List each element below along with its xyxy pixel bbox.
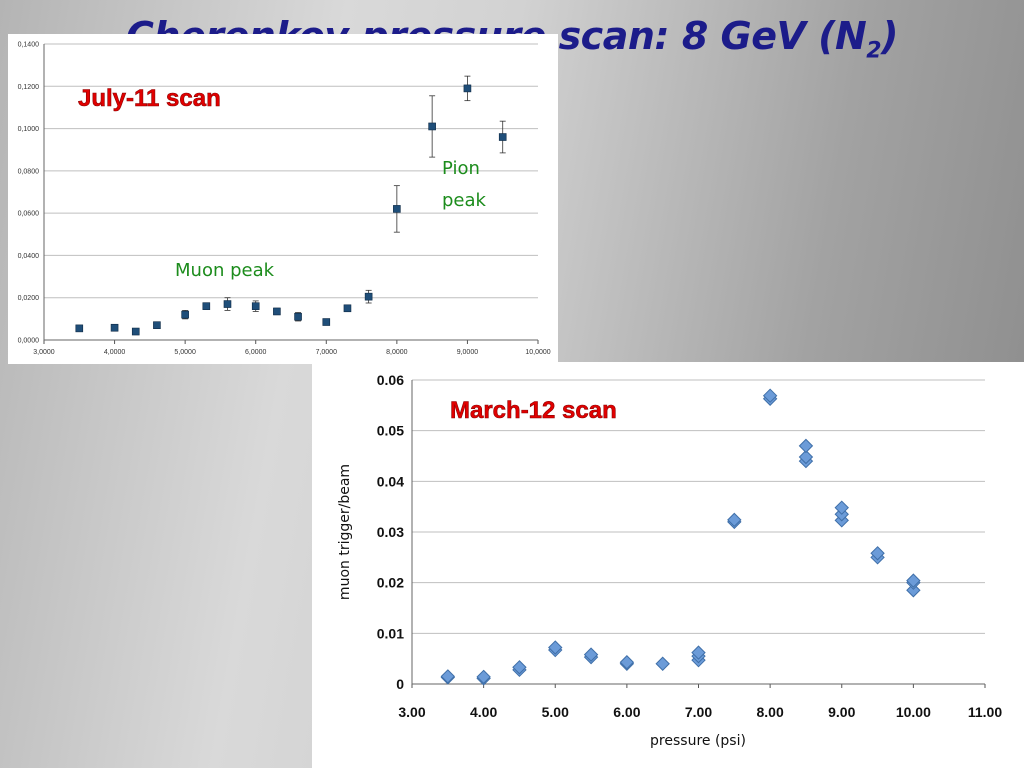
m-x-tick-label: 9.00 — [828, 704, 855, 720]
slide-title-end: ) — [881, 14, 898, 58]
j-data-point — [273, 307, 281, 316]
m-data-point — [798, 449, 814, 465]
march-data-points — [440, 388, 921, 686]
march-x-axis-label: pressure (psi) — [650, 733, 746, 749]
j-x-tick-label: 6,0000 — [245, 349, 267, 356]
july-data-points — [75, 75, 507, 336]
j-data-point — [463, 84, 472, 93]
march-scan-label: March-12 scan — [450, 397, 617, 424]
m-y-tick-label: 0 — [396, 676, 404, 692]
m-data-point — [870, 546, 885, 561]
j-data-point — [251, 302, 260, 310]
j-y-tick-label: 0,1200 — [18, 84, 40, 91]
m-data-point — [548, 640, 563, 655]
m-data-point — [762, 388, 778, 403]
m-data-point — [727, 512, 742, 528]
j-y-tick-label: 0,0400 — [18, 253, 40, 260]
m-data-point — [619, 655, 635, 670]
m-x-tick-label: 5.00 — [542, 704, 569, 720]
j-data-point — [343, 304, 352, 313]
m-x-tick-label: 10.00 — [896, 704, 931, 720]
m-data-point — [834, 500, 849, 515]
j-y-tick-label: 0,0600 — [18, 211, 40, 218]
july-grid — [44, 43, 538, 341]
j-data-point — [153, 321, 161, 330]
j-x-tick-label: 7,0000 — [316, 349, 338, 356]
july-scan-chart: 0,0000 0,0200 0,0400 0,0600 0,0800 0,1000 0,12… — [18, 42, 551, 357]
j-data-point — [294, 312, 302, 321]
j-data-point — [181, 310, 189, 319]
july-y-ticks: 0,0000 0,0200 0,0400 0,0600 0,0800 0,1000 0,12… — [18, 42, 40, 345]
m-y-tick-label: 0.05 — [377, 423, 404, 439]
m-y-tick-label: 0.01 — [377, 625, 404, 641]
j-data-point — [498, 133, 507, 141]
j-data-point — [110, 323, 119, 332]
m-y-tick-label: 0.06 — [377, 372, 404, 388]
j-y-tick-label: 0,0000 — [18, 338, 40, 345]
march-scan-chart: 0 0.01 0.02 0.03 0.04 0.05 0.06 3.00 4.00 5.00 6.… — [337, 372, 1002, 749]
m-y-tick-label: 0.03 — [377, 524, 404, 540]
march-axes — [411, 380, 986, 688]
pion-peak-annotation-line1: Pion — [442, 158, 480, 179]
m-x-tick-label: 11.00 — [968, 704, 1002, 720]
m-data-point — [798, 438, 814, 454]
j-x-tick-label: 4,0000 — [104, 349, 126, 356]
m-data-point — [476, 669, 491, 685]
m-data-point — [906, 583, 921, 598]
march-grid — [412, 379, 985, 685]
j-data-point — [393, 205, 401, 213]
march-y-ticks: 0 0.01 0.02 0.03 0.04 0.05 0.06 — [377, 372, 404, 692]
july-axes — [43, 44, 539, 344]
j-data-point — [131, 327, 140, 336]
m-data-point — [691, 645, 706, 660]
j-data-point — [428, 122, 436, 131]
m-x-tick-label: 3.00 — [398, 704, 425, 720]
j-y-tick-label: 0,1400 — [18, 42, 40, 49]
july-chart-panel: 0,0000 0,0200 0,0400 0,0600 0,0800 0,1000 0,12… — [8, 34, 558, 364]
m-data-point — [906, 573, 921, 588]
j-data-point — [364, 292, 373, 301]
m-data-point — [440, 669, 456, 684]
m-y-tick-label: 0.04 — [377, 473, 404, 489]
march-x-ticks: 3.00 4.00 5.00 6.00 7.00 8.00 9.00 10.00 11.00 — [398, 704, 1002, 720]
july-x-ticks: 3,0000 4,0000 5,0000 6,0000 7,0000 8,0000 9,00… — [33, 349, 550, 356]
m-x-tick-label: 7.00 — [685, 704, 712, 720]
muon-peak-annotation: Muon peak — [175, 260, 275, 281]
j-x-tick-label: 9,0000 — [457, 349, 479, 356]
slide-title-subscript: 2 — [866, 38, 882, 64]
m-y-tick-label: 0.02 — [377, 575, 404, 591]
july-scan-label: July-11 scan — [78, 85, 221, 112]
j-data-point — [223, 300, 232, 308]
j-y-tick-label: 0,0800 — [18, 168, 40, 175]
m-data-point — [655, 656, 670, 671]
m-x-tick-label: 6.00 — [613, 704, 640, 720]
j-x-tick-label: 3,0000 — [33, 349, 55, 356]
m-data-point — [512, 660, 527, 675]
j-x-tick-label: 8,0000 — [386, 349, 408, 356]
j-data-point — [75, 324, 84, 333]
m-x-tick-label: 4.00 — [470, 704, 497, 720]
pion-peak-annotation-line2: peak — [442, 190, 487, 211]
march-y-axis-label: muon trigger/beam — [337, 464, 353, 600]
j-y-tick-label: 0,0200 — [18, 295, 40, 302]
m-x-tick-label: 8.00 — [757, 704, 784, 720]
j-y-tick-label: 0,1000 — [18, 126, 40, 133]
m-data-point — [583, 647, 599, 662]
j-data-point — [322, 318, 331, 326]
j-data-point — [202, 302, 211, 310]
j-x-tick-label: 10,0000 — [525, 349, 550, 356]
j-x-tick-label: 5,0000 — [174, 349, 196, 356]
march-chart-panel: 0 0.01 0.02 0.03 0.04 0.05 0.06 3.00 4.00 5.00 6.… — [312, 362, 1024, 768]
